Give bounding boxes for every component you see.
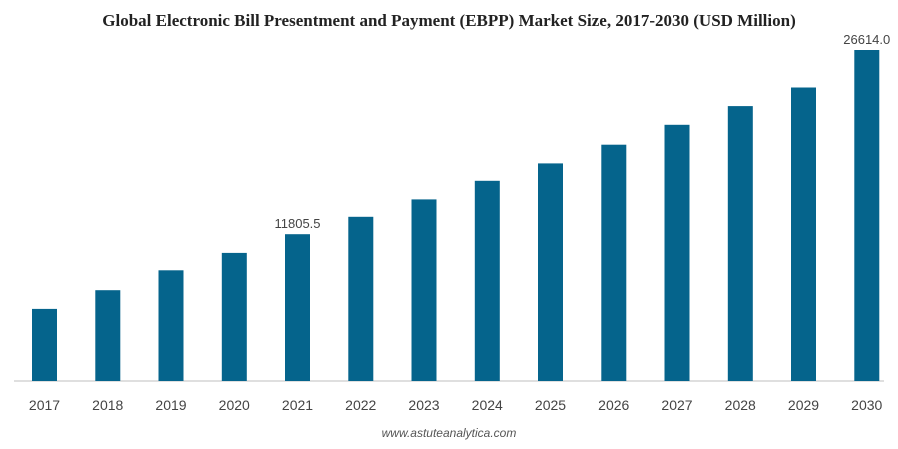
x-tick-labels: 2017 2018 2019 2020 2021 2022 2023 2024 2025 2026… xyxy=(29,397,883,413)
bar-2024 xyxy=(474,180,500,381)
bars-group xyxy=(32,50,880,382)
bar-2021 xyxy=(285,234,310,381)
bar-2020 xyxy=(221,252,247,381)
x-tick-label-2029: 2029 xyxy=(788,397,819,413)
x-tick-label-2017: 2017 xyxy=(29,397,60,413)
x-tick-label-2019: 2019 xyxy=(155,397,186,413)
bar-2027 xyxy=(664,124,690,382)
data-label-2021: 11805.5 xyxy=(274,216,320,231)
x-tick-label-2026: 2026 xyxy=(598,397,629,413)
x-tick-label-2023: 2023 xyxy=(408,397,439,413)
bar-2026 xyxy=(601,144,627,381)
x-tick-label-2027: 2027 xyxy=(661,397,692,413)
data-labels: 11805.5 26614.0 xyxy=(274,32,890,231)
bar-2025 xyxy=(538,163,563,381)
bar-2018 xyxy=(95,290,121,381)
x-tick-label-2025: 2025 xyxy=(535,397,566,413)
x-tick-label-2018: 2018 xyxy=(92,397,123,413)
bar-2019 xyxy=(158,270,184,381)
x-tick-label-2021: 2021 xyxy=(282,397,313,413)
bar-2030 xyxy=(854,50,880,381)
data-label-2030: 26614.0 xyxy=(843,32,890,47)
bar-2028 xyxy=(727,106,753,381)
bar-2023 xyxy=(411,199,437,381)
bar-2017 xyxy=(32,308,57,381)
x-tick-label-2022: 2022 xyxy=(345,397,376,413)
x-tick-label-2028: 2028 xyxy=(725,397,756,413)
x-tick-label-2024: 2024 xyxy=(472,397,503,413)
bar-2029 xyxy=(791,87,816,381)
x-tick-label-2020: 2020 xyxy=(219,397,250,413)
bar-2022 xyxy=(348,216,374,381)
chart-title: Global Electronic Bill Presentment and P… xyxy=(102,11,796,30)
source-watermark: www.astuteanalytica.com xyxy=(381,426,517,440)
x-tick-label-2030: 2030 xyxy=(851,397,882,413)
